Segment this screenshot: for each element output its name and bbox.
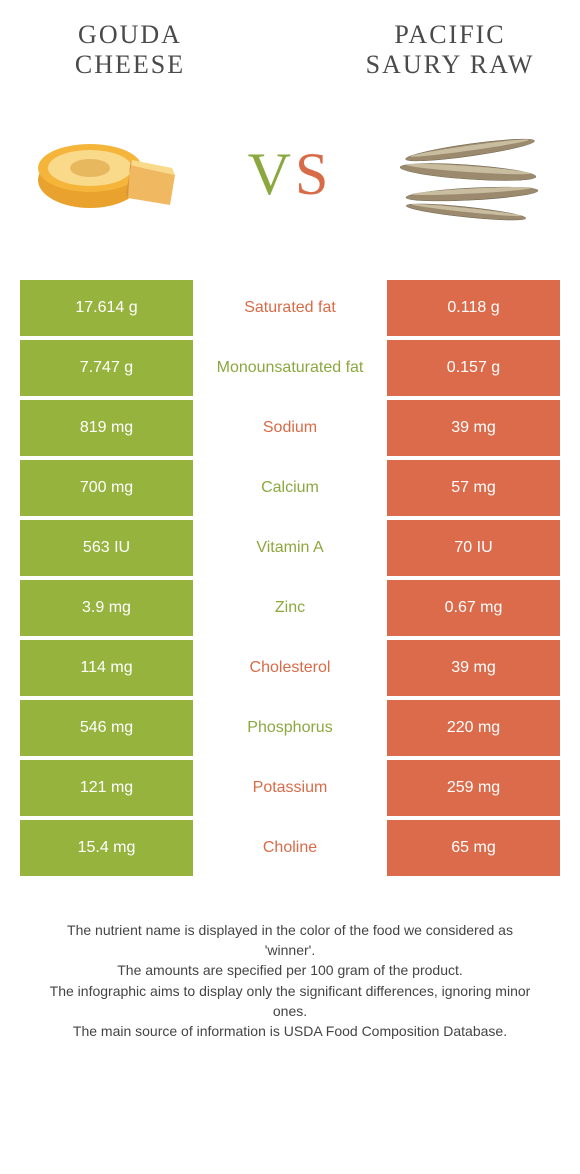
- right-value: 220 mg: [387, 700, 560, 756]
- vs-s: S: [295, 141, 332, 207]
- right-value: 39 mg: [387, 640, 560, 696]
- right-value: 0.157 g: [387, 340, 560, 396]
- nutrient-label: Sodium: [195, 400, 385, 456]
- table-row: 15.4 mgCholine65 mg: [20, 820, 560, 876]
- left-value: 546 mg: [20, 700, 193, 756]
- left-value: 563 IU: [20, 520, 193, 576]
- left-value: 819 mg: [20, 400, 193, 456]
- table-row: 3.9 mgZinc0.67 mg: [20, 580, 560, 636]
- footer-line: The main source of information is USDA F…: [40, 1021, 540, 1041]
- footer-line: The nutrient name is displayed in the co…: [40, 920, 540, 961]
- nutrient-label: Calcium: [195, 460, 385, 516]
- nutrient-label: Potassium: [195, 760, 385, 816]
- nutrient-label: Saturated fat: [195, 280, 385, 336]
- title-right: PACIFIC SAURY RAW: [350, 20, 550, 80]
- right-value: 57 mg: [387, 460, 560, 516]
- left-food-image: [20, 105, 200, 245]
- table-row: 114 mgCholesterol39 mg: [20, 640, 560, 696]
- nutrient-label: Monounsaturated fat: [195, 340, 385, 396]
- table-row: 17.614 gSaturated fat0.118 g: [20, 280, 560, 336]
- left-value: 121 mg: [20, 760, 193, 816]
- table-row: 546 mgPhosphorus220 mg: [20, 700, 560, 756]
- vs-v: V: [248, 141, 295, 207]
- footer-notes: The nutrient name is displayed in the co…: [0, 880, 580, 1042]
- left-value: 114 mg: [20, 640, 193, 696]
- table-row: 121 mgPotassium259 mg: [20, 760, 560, 816]
- nutrient-label: Choline: [195, 820, 385, 876]
- table-row: 819 mgSodium39 mg: [20, 400, 560, 456]
- left-value: 700 mg: [20, 460, 193, 516]
- right-value: 39 mg: [387, 400, 560, 456]
- right-value: 70 IU: [387, 520, 560, 576]
- table-row: 7.747 gMonounsaturated fat0.157 g: [20, 340, 560, 396]
- left-value: 15.4 mg: [20, 820, 193, 876]
- footer-line: The infographic aims to display only the…: [40, 981, 540, 1022]
- footer-line: The amounts are specified per 100 gram o…: [40, 960, 540, 980]
- nutrient-label: Phosphorus: [195, 700, 385, 756]
- nutrient-label: Vitamin A: [195, 520, 385, 576]
- fish-icon: [390, 120, 550, 230]
- table-row: 563 IUVitamin A70 IU: [20, 520, 560, 576]
- left-value: 3.9 mg: [20, 580, 193, 636]
- nutrient-label: Zinc: [195, 580, 385, 636]
- left-value: 17.614 g: [20, 280, 193, 336]
- header: GOUDA CHEESE PACIFIC SAURY RAW: [0, 0, 580, 80]
- table-row: 700 mgCalcium57 mg: [20, 460, 560, 516]
- vs-label: VS: [248, 140, 333, 209]
- title-left: GOUDA CHEESE: [30, 20, 230, 80]
- left-value: 7.747 g: [20, 340, 193, 396]
- right-value: 259 mg: [387, 760, 560, 816]
- right-food-image: [380, 105, 560, 245]
- images-row: VS: [0, 80, 580, 280]
- right-value: 65 mg: [387, 820, 560, 876]
- nutrient-label: Cholesterol: [195, 640, 385, 696]
- cheese-icon: [30, 120, 190, 230]
- right-value: 0.67 mg: [387, 580, 560, 636]
- right-value: 0.118 g: [387, 280, 560, 336]
- comparison-table: 17.614 gSaturated fat0.118 g7.747 gMonou…: [0, 280, 580, 876]
